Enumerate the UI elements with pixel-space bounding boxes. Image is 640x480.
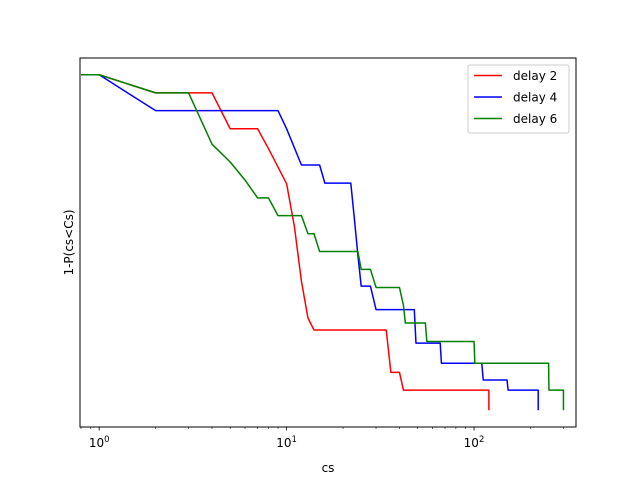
- x-tick-label: 100: [89, 435, 110, 450]
- legend-label-2: delay 4: [513, 91, 557, 105]
- plot-frame: [79, 57, 577, 428]
- legend-label-3: delay 6: [513, 112, 557, 126]
- x-ticks: 100 101 102: [80, 427, 564, 450]
- series-line-1: [81, 74, 490, 411]
- series-line-3: [81, 74, 565, 411]
- legend: delay 2 delay 4 delay 6: [467, 64, 570, 134]
- series-line-2: [81, 74, 539, 411]
- series-layer: [81, 74, 565, 411]
- x-axis-label: cs: [322, 461, 335, 475]
- y-axis-label: 1-P(cs<Cs): [62, 209, 76, 275]
- x-tick-label: 102: [464, 435, 485, 450]
- legend-box: [467, 64, 570, 134]
- x-tick-label: 101: [276, 435, 297, 450]
- legend-label-1: delay 2: [513, 69, 557, 83]
